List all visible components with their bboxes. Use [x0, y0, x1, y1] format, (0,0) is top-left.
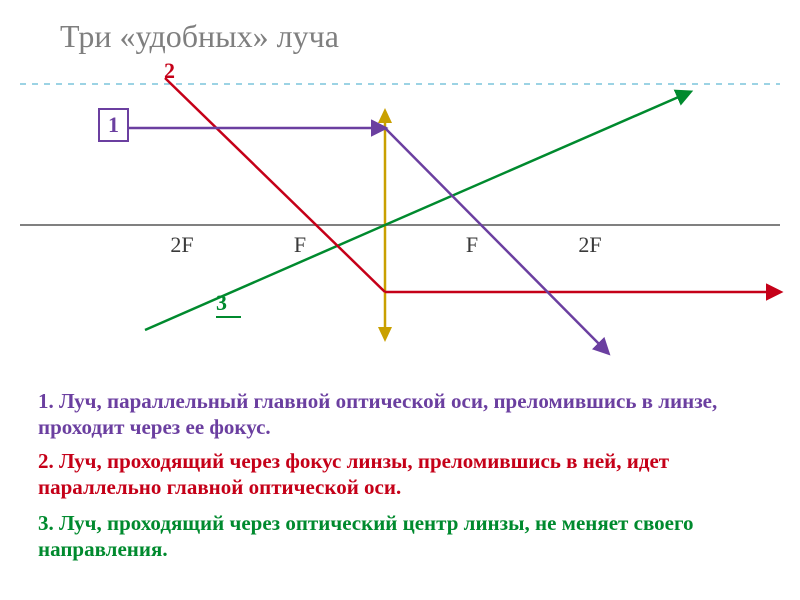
ray3-refracted: [385, 92, 690, 225]
axis-label-F-right: F: [466, 232, 478, 257]
desc-ray2: 2. Луч, проходящий через фокус линзы, пр…: [38, 448, 772, 501]
ray2-label: 2: [164, 58, 175, 84]
ray2-incident: [165, 78, 385, 292]
ray3-label: 3: [216, 290, 241, 318]
axis-label-F-left: F: [294, 232, 306, 257]
desc-ray3: 3. Луч, проходящий через оптический цент…: [38, 510, 772, 563]
ray1-refracted: [385, 128, 608, 353]
ray1-label-box: 1: [98, 108, 129, 142]
lens-arrow-up: [378, 108, 392, 123]
axis-label-2F-left: 2F: [170, 232, 193, 257]
page-title: Три «удобных» луча: [60, 18, 339, 55]
ray-diagram: 2F F F 2F: [0, 60, 800, 370]
lens-arrow-down: [378, 327, 392, 342]
desc-ray1: 1. Луч, параллельный главной оптической …: [38, 388, 772, 441]
axis-label-2F-right: 2F: [578, 232, 601, 257]
